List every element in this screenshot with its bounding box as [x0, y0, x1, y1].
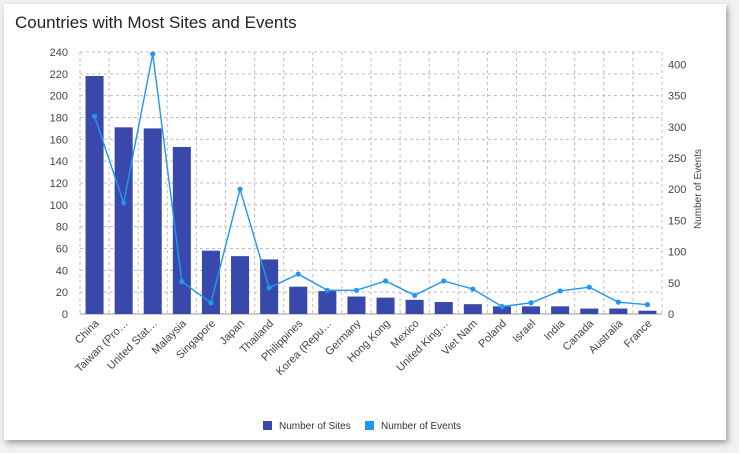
- events-point[interactable]: [237, 186, 243, 192]
- bar-sites[interactable]: [201, 250, 220, 314]
- legend: Number of Sites Number of Events: [263, 421, 461, 432]
- y-tick-label: 180: [50, 113, 68, 125]
- events-point[interactable]: [179, 278, 185, 285]
- y-tick-label: 160: [50, 134, 68, 146]
- bar-sites[interactable]: [318, 291, 337, 314]
- grid-lines: [79, 51, 663, 315]
- y-tick-label: 140: [50, 156, 68, 168]
- y2-tick-label: 350: [668, 91, 686, 103]
- line-series: [91, 51, 651, 310]
- y-tick-label: 240: [50, 47, 68, 59]
- events-point[interactable]: [528, 300, 534, 306]
- events-point[interactable]: [615, 299, 621, 305]
- right-axis-ticks: 0 50 100 150 200 250 300 350 400: [668, 59, 686, 321]
- events-point[interactable]: [644, 302, 651, 308]
- events-point[interactable]: [499, 303, 505, 310]
- bar-series: [85, 76, 657, 315]
- legend-swatch-events: [365, 421, 374, 430]
- events-point[interactable]: [295, 271, 301, 277]
- events-point[interactable]: [441, 278, 447, 284]
- legend-swatch-sites: [263, 421, 272, 430]
- events-point[interactable]: [121, 200, 127, 206]
- y-tick-label: 0: [62, 309, 68, 321]
- bar-sites[interactable]: [463, 304, 482, 314]
- bar-sites[interactable]: [551, 306, 570, 314]
- y-tick-label: 20: [56, 287, 68, 299]
- bar-sites[interactable]: [114, 127, 133, 314]
- combo-chart: 0 20 40 60 80 100 120 140 160 180 200 220 240 0 50 100…: [50, 47, 704, 432]
- right-axis-title: Number of Events: [693, 149, 704, 229]
- y-tick-label: 60: [56, 244, 68, 256]
- bar-sites[interactable]: [172, 146, 191, 314]
- y2-tick-label: 200: [668, 184, 686, 196]
- y-tick-label: 100: [50, 200, 68, 212]
- x-tick-label: Poland: [476, 318, 509, 351]
- y2-tick-label: 300: [668, 122, 686, 134]
- bar-sites[interactable]: [638, 310, 657, 314]
- events-point[interactable]: [266, 285, 272, 291]
- events-point[interactable]: [208, 300, 214, 306]
- y-tick-label: 220: [50, 69, 68, 81]
- bar-sites[interactable]: [143, 128, 162, 314]
- bar-sites[interactable]: [85, 76, 104, 315]
- events-point[interactable]: [470, 286, 476, 292]
- y-tick-label: 120: [50, 178, 68, 190]
- events-point[interactable]: [586, 284, 592, 290]
- x-tick-label: Israel: [511, 318, 539, 346]
- y2-tick-label: 400: [668, 59, 686, 71]
- events-point[interactable]: [324, 287, 330, 293]
- bar-sites[interactable]: [289, 286, 308, 314]
- events-point[interactable]: [412, 292, 418, 298]
- left-axis-ticks: 0 20 40 60 80 100 120 140 160 180 200 220 240: [50, 47, 68, 321]
- y-tick-label: 40: [56, 265, 68, 277]
- events-line: [93, 53, 648, 308]
- y2-tick-label: 100: [668, 247, 686, 259]
- y2-tick-label: 50: [668, 278, 680, 290]
- bar-sites[interactable]: [492, 306, 511, 314]
- events-point[interactable]: [353, 287, 360, 293]
- y2-tick-label: 0: [668, 309, 674, 321]
- x-tick-label: France: [622, 318, 655, 351]
- legend-label-events: Number of Events: [381, 421, 461, 432]
- events-point[interactable]: [382, 278, 389, 284]
- bar-sites[interactable]: [434, 301, 453, 314]
- bar-sites[interactable]: [376, 297, 395, 314]
- bar-sites[interactable]: [609, 308, 628, 314]
- y2-tick-label: 150: [668, 215, 686, 227]
- chart-card: Countries with Most Sites and Events 0 20…: [4, 4, 726, 440]
- y2-tick-label: 250: [668, 153, 686, 165]
- events-point[interactable]: [150, 51, 156, 57]
- bar-sites[interactable]: [347, 296, 366, 314]
- legend-label-sites: Number of Sites: [279, 421, 351, 432]
- bar-sites[interactable]: [405, 299, 424, 314]
- events-point[interactable]: [557, 288, 563, 294]
- bar-sites[interactable]: [231, 256, 250, 314]
- x-tick-label: India: [542, 317, 568, 343]
- bar-sites[interactable]: [522, 306, 541, 314]
- y-tick-label: 80: [56, 222, 68, 234]
- bar-sites[interactable]: [580, 308, 599, 314]
- y-tick-label: 200: [50, 91, 68, 103]
- chart-title: Countries with Most Sites and Events: [15, 13, 297, 32]
- events-point[interactable]: [91, 113, 98, 119]
